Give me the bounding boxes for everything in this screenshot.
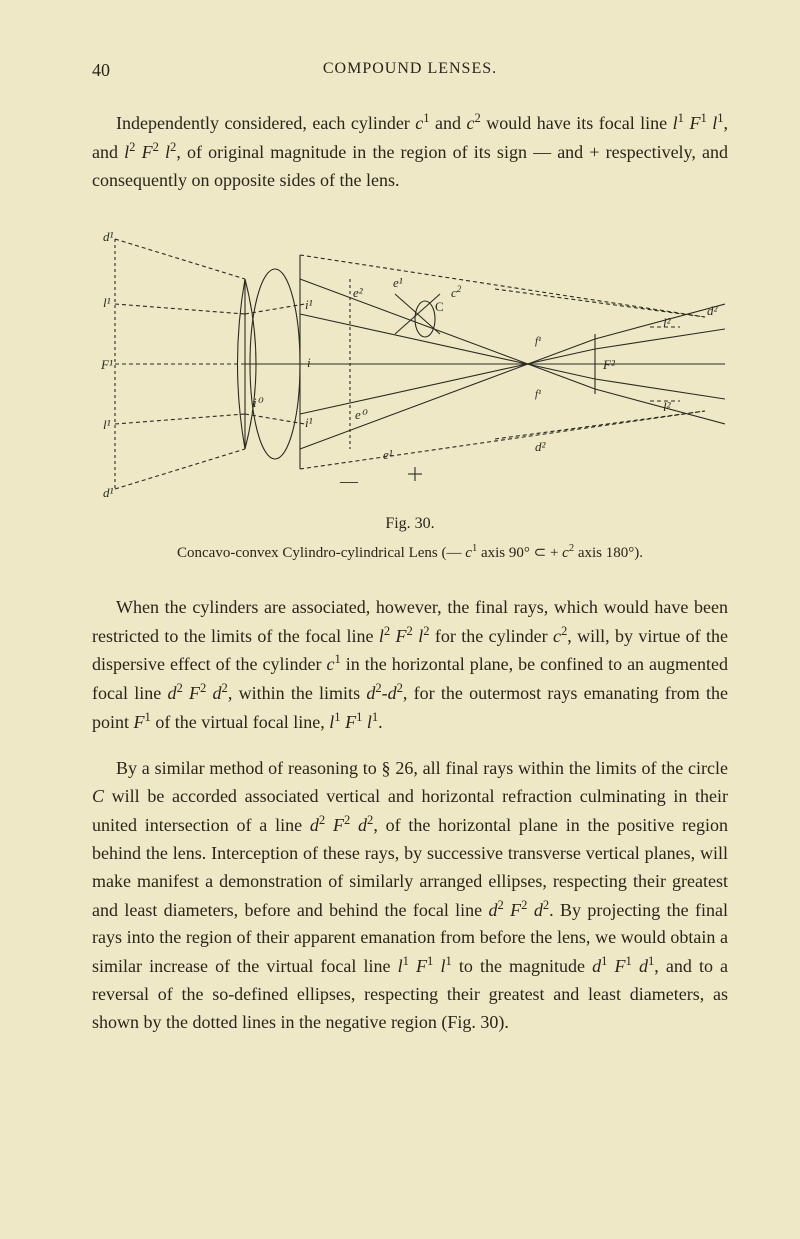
label-d1-bot: d¹ <box>103 485 114 500</box>
label-F2: F² <box>602 357 616 372</box>
label-i0: i⁰ <box>253 395 264 410</box>
label-d2-bot: d² <box>535 439 547 454</box>
label-i: i <box>307 355 311 370</box>
label-d1-top: d¹ <box>103 229 114 244</box>
label-e0: e⁰ <box>355 407 368 422</box>
running-header: 40 COMPOUND LENSES. <box>92 60 728 81</box>
label-e1b: e¹ <box>383 447 393 462</box>
label-e2: e² <box>353 285 364 300</box>
label-l2-top: l² <box>663 315 672 330</box>
label-F1: F¹ <box>100 357 113 372</box>
label-f1b: f¹ <box>535 388 541 400</box>
figure-30: d¹ l¹ F¹ l¹ d¹ i¹ i i⁰ i¹ e² e¹ e⁰ e¹ C … <box>92 219 728 562</box>
paragraph-1: Independently considered, each cylinder … <box>92 109 728 195</box>
label-minus: — <box>339 471 359 491</box>
label-i1-top: i¹ <box>305 297 313 312</box>
label-c2: c2 <box>451 284 462 300</box>
label-i1-bot: i¹ <box>305 415 313 430</box>
figure-svg: d¹ l¹ F¹ l¹ d¹ i¹ i i⁰ i¹ e² e¹ e⁰ e¹ C … <box>95 219 725 509</box>
page-number: 40 <box>92 60 110 81</box>
running-title: COMPOUND LENSES. <box>323 60 497 81</box>
label-d2-top: d² <box>707 303 719 318</box>
label-e1t: e¹ <box>393 275 403 290</box>
figure-caption: Concavo-convex Cylindro-cylindrical Lens… <box>92 543 728 562</box>
paragraph-3: By a similar method of reasoning to § 26… <box>92 755 728 1037</box>
label-l1-bot: l¹ <box>103 417 111 432</box>
paragraph-2: When the cylinders are associated, howev… <box>92 594 728 737</box>
label-f1a: f¹ <box>535 335 541 347</box>
page: 40 COMPOUND LENSES. Independently consid… <box>0 0 800 1115</box>
label-C: C <box>435 299 444 314</box>
label-l1-top: l¹ <box>103 295 111 310</box>
figure-number: Fig. 30. <box>92 515 728 533</box>
label-l2-bot: l² <box>663 399 672 414</box>
